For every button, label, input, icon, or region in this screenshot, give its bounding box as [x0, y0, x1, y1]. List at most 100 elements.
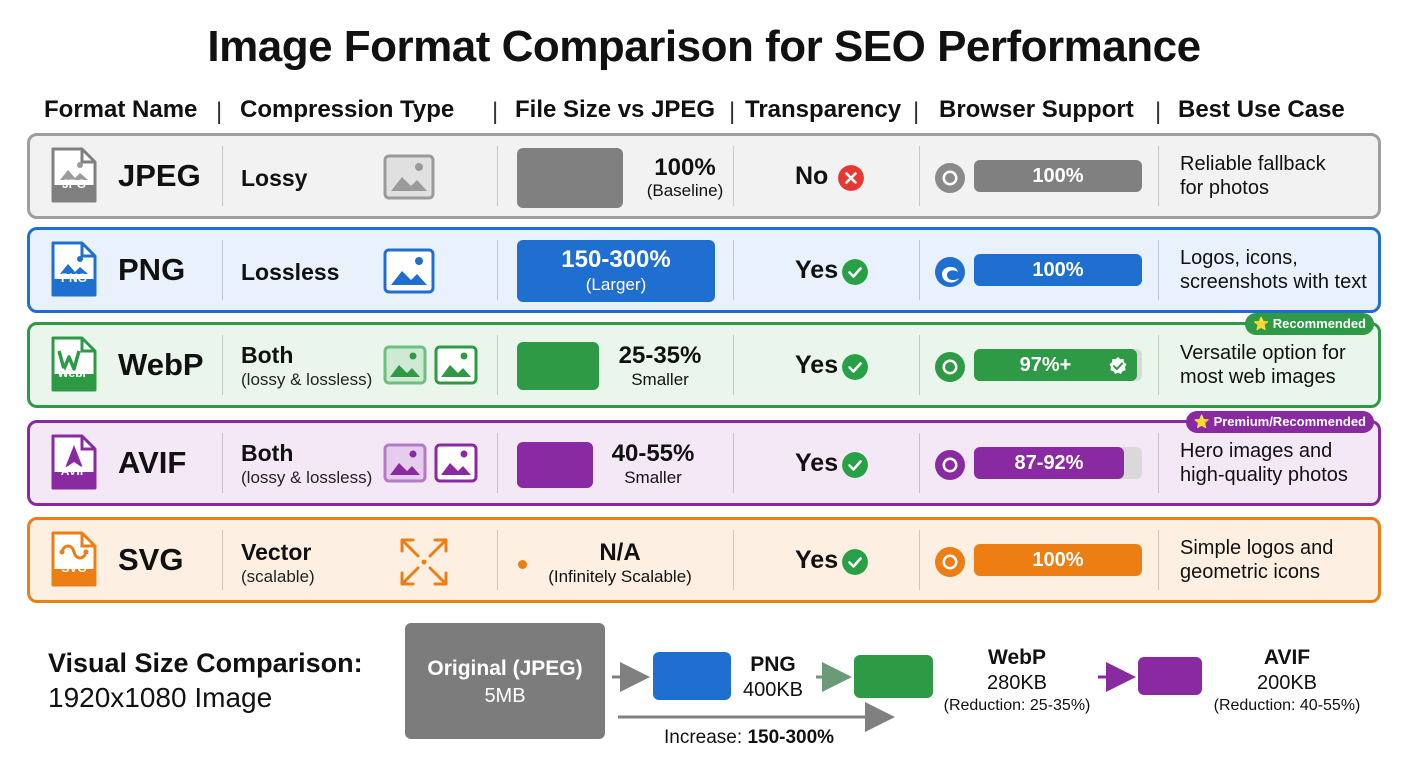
chrome-icon: [935, 163, 965, 193]
image-icon: [383, 345, 427, 385]
file-type-label: AVIF: [60, 464, 88, 478]
webp-label: WebP: [988, 646, 1046, 669]
transparency-value: Yes: [795, 546, 839, 574]
support-bar: 97%+: [974, 349, 1137, 381]
support-bar: 87-92%: [974, 447, 1124, 479]
format-row-webp: WebP WebP Both (lossy & lossless) 25-35%…: [27, 313, 1381, 408]
webp-file-icon: [51, 336, 97, 392]
best-use-case: Reliable fallback for photos: [1180, 153, 1326, 199]
support-bar: 100%: [974, 254, 1142, 286]
verified-badge-icon: [1109, 357, 1127, 374]
compression-type: Lossy: [241, 165, 308, 191]
compression-type: Both: [241, 440, 294, 466]
avif-size: 200KB: [1256, 672, 1318, 694]
file-size-percent: 150-300%: [561, 246, 671, 273]
header-compression-type: Compression Type: [240, 96, 455, 123]
compression-note: (lossy & lossless): [241, 468, 373, 487]
avif-label: AVIF: [1263, 646, 1311, 669]
check-icon: [842, 549, 868, 575]
image-icon: [434, 345, 478, 385]
compression-type: Both: [241, 342, 294, 368]
format-row-avif: AVIF AVIF Both (lossy & lossless) 40-55%…: [27, 411, 1381, 506]
expand-arrows-icon: [400, 538, 448, 586]
png-label: PNG: [750, 653, 796, 676]
compression-type: Vector: [241, 539, 312, 565]
check-icon: [842, 259, 868, 285]
original-jpeg-size: 5MB: [484, 685, 526, 707]
best-use-case: Logos, icons, screenshots with text: [1180, 247, 1367, 293]
compression-note: (scalable): [241, 567, 315, 586]
png-file-icon: [51, 241, 97, 297]
recommended-badge: ⭐ Recommended: [1245, 313, 1374, 335]
check-icon: [842, 354, 868, 380]
avif-file-icon: [51, 434, 97, 490]
transparency-value: Yes: [795, 256, 839, 284]
image-icon: [383, 154, 435, 200]
header-separator: |: [729, 98, 736, 125]
image-icon: [434, 443, 478, 483]
image-icon: [383, 248, 435, 294]
header-separator: |: [1155, 98, 1162, 125]
support-bar: 100%: [974, 160, 1142, 192]
compression-type: Lossless: [241, 259, 340, 285]
compression-note: (lossy & lossless): [241, 370, 373, 389]
svg-file-icon: [51, 531, 97, 587]
page-title: Image Format Comparison for SEO Performa…: [207, 22, 1201, 71]
jpg-file-icon: [51, 147, 97, 203]
bullet-dot: [518, 560, 527, 569]
header-separator: |: [216, 98, 223, 125]
file-size-bar: [517, 240, 715, 302]
webp-size-box: [854, 655, 933, 698]
check-icon: [842, 452, 868, 478]
header-separator: |: [913, 98, 920, 125]
support-bar: 100%: [974, 544, 1142, 576]
best-use-case: Simple logos and geometric icons: [1180, 537, 1334, 583]
visual-comparison-title: Visual Size Comparison:: [48, 648, 363, 678]
chrome-icon: [935, 352, 965, 382]
chrome-icon: [935, 450, 965, 480]
best-use-case: Versatile option for most web images: [1180, 342, 1346, 388]
header-file-size: File Size vs JPEG: [515, 96, 716, 123]
file-size-note: Smaller: [624, 468, 682, 487]
file-size-note: (Infinitely Scalable): [548, 567, 692, 586]
png-size: 400KB: [742, 679, 804, 701]
format-name: PNG: [118, 252, 186, 287]
file-size-note: Smaller: [631, 370, 689, 389]
file-type-label: JPG: [61, 177, 86, 191]
header-format-name: Format Name: [44, 96, 198, 123]
file-size-percent: 25-35%: [618, 342, 702, 369]
file-type-label: WebP: [57, 366, 91, 380]
format-name: AVIF: [118, 445, 187, 480]
premium-recommended-badge: ⭐ Premium/Recommended: [1185, 411, 1374, 433]
format-name: SVG: [118, 542, 184, 577]
format-name: WebP: [118, 347, 204, 382]
increase-note: Increase: 150-300%: [664, 727, 835, 748]
file-size-bar: [517, 442, 593, 488]
transparency-value: Yes: [795, 351, 839, 379]
chrome-icon: [935, 547, 965, 577]
cross-icon: [838, 165, 864, 191]
webp-reduction-note: (Reduction: 25-35%): [943, 697, 1091, 714]
best-use-case: Hero images and high-quality photos: [1180, 440, 1348, 486]
avif-size-box: [1138, 657, 1202, 695]
png-size-box: [653, 652, 731, 700]
file-size-bar: [517, 342, 599, 390]
original-jpeg-box: [405, 623, 605, 739]
format-row-jpeg: JPG JPEG Lossy 100% (Baseline) No 100% R…: [27, 133, 1381, 219]
edge-icon: [935, 257, 965, 287]
format-name: JPEG: [118, 158, 201, 193]
header-transparency: Transparency: [745, 96, 902, 123]
header-best-use-case: Best Use Case: [1178, 96, 1345, 123]
transparency-value: No: [795, 162, 829, 190]
transparency-value: Yes: [795, 449, 839, 477]
file-type-label: PNG: [60, 271, 87, 285]
file-size-percent: 40-55%: [611, 440, 695, 467]
file-size-bar: [517, 148, 623, 208]
file-size-percent: 100%: [654, 154, 716, 181]
webp-size: 280KB: [986, 672, 1048, 694]
file-size-percent: N/A: [599, 539, 641, 566]
format-row-svg: SVG SVG Vector (scalable) N/A (Infinitel…: [27, 517, 1381, 603]
file-size-note: (Baseline): [646, 181, 724, 200]
visual-comparison-subtitle: 1920x1080 Image: [48, 682, 273, 713]
original-jpeg-label: Original (JPEG): [427, 657, 583, 680]
